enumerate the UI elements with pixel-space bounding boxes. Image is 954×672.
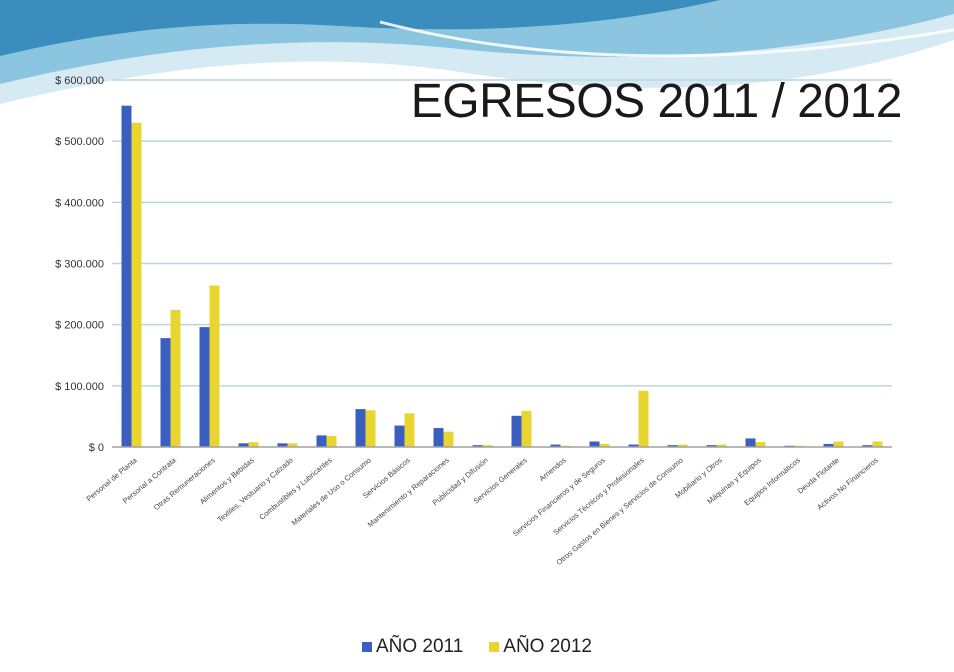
bar-2012	[443, 431, 454, 447]
bar-2012	[482, 445, 493, 447]
bar-2011	[745, 438, 756, 447]
banner-swoosh	[379, 20, 954, 58]
bar-2011	[433, 428, 444, 447]
y-tick-label: $ 0	[89, 442, 104, 454]
x-tick-label: Textiles, Vestuario y Calzado	[216, 456, 295, 525]
header-wave-banner	[0, 0, 954, 104]
legend-label-2011: AÑO 2011	[375, 636, 464, 657]
bar-2011	[862, 445, 873, 447]
y-tick-label: $ 100.000	[55, 381, 104, 393]
y-tick-label: $ 200.000	[55, 320, 104, 332]
gridlines	[112, 79, 892, 387]
legend-label-2012: AÑO 2012	[503, 636, 593, 657]
y-tick-label: $ 300.000	[55, 259, 104, 271]
bar-2012	[872, 441, 883, 447]
bar-2011	[355, 409, 366, 447]
bar-2012	[833, 441, 844, 447]
y-tick-labels: $ 0 $ 100.000 $ 200.000 $ 300.000 $ 400.000 $…	[55, 75, 104, 454]
x-tick-label: Combustibles y Lubricantes	[257, 455, 334, 521]
x-tick-label: Mantenimiento y Reparaciones	[366, 455, 451, 529]
bar-2011	[316, 435, 327, 447]
bar-2011	[121, 105, 132, 447]
bar-2011	[394, 425, 405, 447]
y-tick-label: $ 500.000	[55, 136, 104, 148]
bar-2011	[238, 443, 249, 447]
bar-2012	[326, 435, 337, 447]
bar-2011	[472, 445, 483, 447]
bar-2011	[667, 445, 678, 447]
bar-2011	[160, 338, 171, 447]
bar-2011	[589, 441, 600, 447]
bar-2011	[199, 327, 210, 447]
legend-swatch-2011	[361, 642, 372, 652]
bar-2012	[599, 443, 610, 447]
bar-2011	[706, 445, 717, 447]
legend-item-2012: AÑO 2012	[489, 636, 592, 658]
bar-2011	[550, 444, 561, 447]
legend-item-2011: AÑO 2011	[361, 636, 464, 658]
bar-2012	[404, 413, 415, 447]
legend-swatch-2012	[489, 642, 500, 652]
bar-2012	[287, 443, 298, 447]
banner-wave-dark	[0, 0, 720, 56]
bar-2012	[677, 444, 688, 447]
bar-2012	[365, 410, 376, 447]
bar-2012	[209, 285, 220, 447]
bar-2012	[755, 442, 766, 447]
bar-2012	[521, 410, 532, 447]
x-tick-label: Materiales de Uso o Consumo	[290, 456, 373, 528]
bar-2012	[170, 309, 181, 447]
x-tick-label: Arriendos	[537, 455, 568, 483]
bar-2011	[511, 415, 522, 447]
bar-2011	[823, 443, 834, 447]
chart-title: EGRESOS 2011 / 2012	[410, 75, 903, 128]
bar-2012	[638, 390, 649, 447]
bar-2011	[628, 444, 639, 447]
legend: AÑO 2011 AÑO 2012	[0, 636, 954, 658]
bar-2011	[277, 443, 288, 447]
bar-2012	[716, 444, 727, 447]
bar-2012	[248, 442, 259, 447]
bars	[121, 105, 883, 448]
bar-2012	[131, 122, 142, 448]
y-tick-label: $ 600.000	[55, 75, 104, 87]
y-tick-label: $ 400.000	[55, 197, 104, 209]
